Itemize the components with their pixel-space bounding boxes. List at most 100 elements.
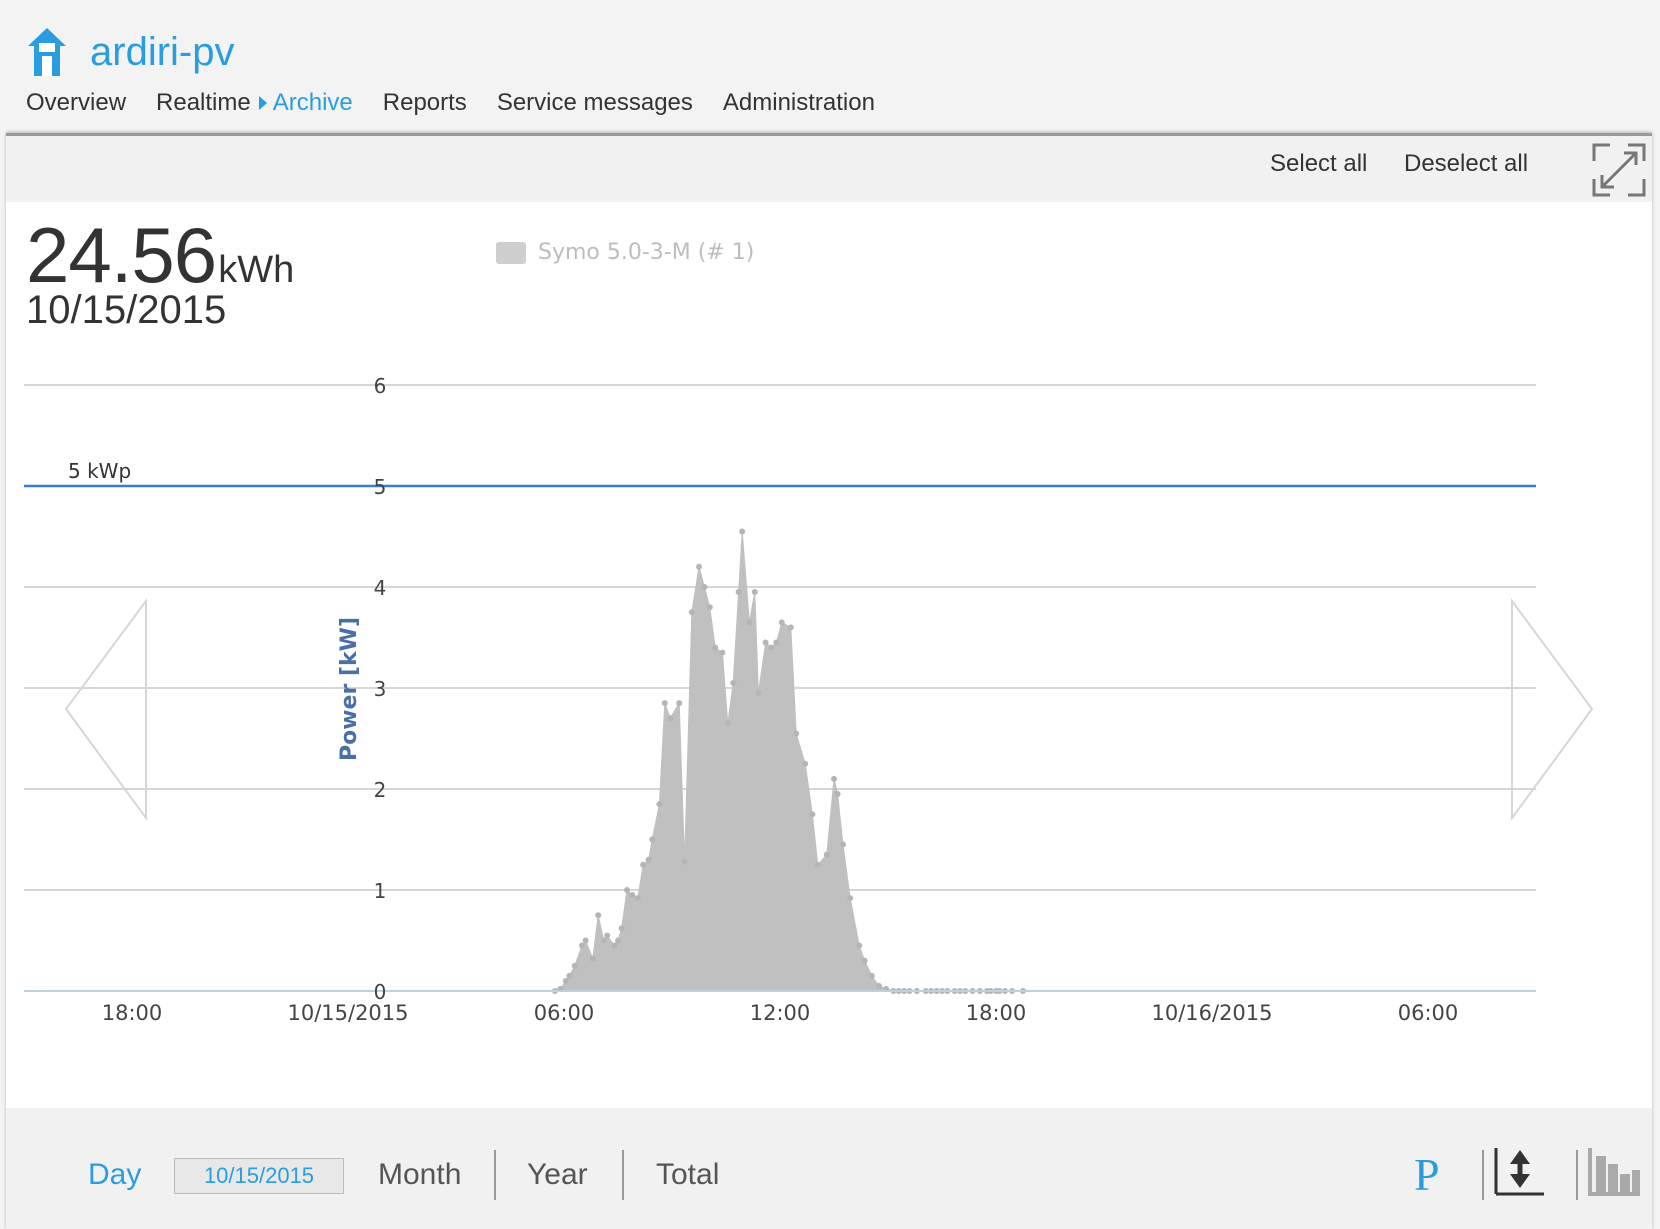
data-point[interactable] [661,700,668,707]
y-tick-label: 3 [374,677,387,701]
data-point[interactable] [751,589,758,596]
data-point[interactable] [615,937,621,944]
data-point[interactable] [724,720,731,727]
data-point[interactable] [814,861,821,868]
period-month[interactable]: Month [378,1158,462,1191]
data-point[interactable] [595,912,602,919]
data-point[interactable] [778,619,785,626]
data-point[interactable] [579,942,585,949]
bar-chart-icon[interactable] [1584,1144,1644,1200]
data-point[interactable] [746,619,753,626]
divider [494,1150,496,1200]
energy-value: 24.56 [26,211,217,299]
x-tick-label: 18:00 [102,1001,163,1025]
x-tick-label: 06:00 [534,1001,595,1025]
data-point[interactable] [856,942,863,949]
data-point[interactable] [562,977,569,984]
data-point[interactable] [649,836,656,843]
chart-panel: Select all Deselect all 24.56kWh 10/15/2… [6,133,1652,1229]
chart-toolbar: Select all Deselect all [6,136,1652,202]
data-point[interactable] [793,730,800,737]
data-point[interactable] [696,563,702,570]
data-point[interactable] [735,589,742,596]
data-point[interactable] [566,972,573,979]
data-point[interactable] [712,644,719,651]
divider [1482,1150,1484,1200]
data-point[interactable] [868,972,875,979]
data-point[interactable] [629,892,636,899]
data-point[interactable] [656,801,663,808]
divider [1576,1150,1578,1200]
nav-administration[interactable]: Administration [722,89,875,116]
data-point[interactable] [604,932,611,939]
data-point[interactable] [831,775,837,782]
data-point[interactable] [876,982,882,989]
series-area [554,531,1023,992]
x-tick-label: 18:00 [966,1001,1027,1025]
next-arrow-icon[interactable] [1511,597,1594,822]
period-total[interactable]: Total [656,1158,720,1191]
select-all-button[interactable]: Select all [1270,150,1368,177]
data-point[interactable] [624,887,630,893]
data-point[interactable] [645,856,652,863]
data-point[interactable] [611,942,618,949]
data-point[interactable] [640,861,647,868]
period-year[interactable]: Year [527,1158,588,1191]
power-view-button[interactable]: P [1414,1149,1440,1200]
data-point[interactable] [840,841,846,848]
data-point[interactable] [762,639,769,646]
data-point[interactable] [706,604,713,611]
data-point[interactable] [676,700,683,707]
data-point[interactable] [634,895,641,902]
deselect-all-button[interactable]: Deselect all [1404,150,1529,177]
data-point[interactable] [847,895,854,902]
nav-overview[interactable]: Overview [26,89,127,116]
kwp-label: 5 kWp [68,459,131,483]
y-tick-label: 0 [374,980,387,1004]
expand-icon[interactable] [1592,143,1646,197]
nav-realtime[interactable]: Realtime [156,89,251,116]
nav-service-messages[interactable]: Service messages [496,89,693,116]
data-point[interactable] [681,858,688,865]
data-point[interactable] [834,791,841,798]
y-tick-label: 2 [374,778,387,802]
site-title[interactable]: ardiri-pv [90,30,235,74]
data-point[interactable] [730,679,737,686]
x-tick-label: 10/16/2015 [1151,1001,1272,1025]
brand: ardiri-pv [26,26,234,78]
data-point[interactable] [809,811,816,818]
data-point[interactable] [688,609,695,616]
data-point[interactable] [861,957,868,964]
date-picker[interactable]: 10/15/2015 [174,1158,344,1194]
data-point[interactable] [701,584,708,590]
data-point[interactable] [739,528,746,535]
data-point[interactable] [787,624,794,631]
nav-archive[interactable]: Archive [272,89,353,116]
divider [622,1150,624,1200]
selected-date: 10/15/2015 [26,288,227,332]
data-point[interactable] [802,760,809,767]
data-point[interactable] [571,962,578,969]
vertical-scale-icon[interactable] [1492,1144,1548,1200]
nav-realtime-archive: Realtime Archive [156,86,353,120]
data-point[interactable] [600,937,607,944]
data-point[interactable] [823,851,830,858]
data-point[interactable] [755,690,762,697]
data-point[interactable] [667,715,674,722]
main-nav: Overview Realtime Archive Reports Servic… [26,86,905,120]
caret-right-icon [258,96,267,110]
data-point[interactable] [589,955,596,962]
legend-item[interactable]: Symo 5.0-3-M (# 1) [496,240,754,265]
data-point[interactable] [582,937,589,944]
prev-arrow-icon[interactable] [64,597,147,822]
y-tick-label: 4 [374,576,387,600]
y-tick-label: 5 [374,475,387,499]
period-day[interactable]: Day [88,1158,142,1191]
house-icon[interactable] [26,26,68,78]
data-point[interactable] [768,644,774,651]
data-point[interactable] [618,925,625,932]
data-point[interactable] [719,649,726,656]
period-bar: Day 10/15/2015 Month Year Total P [6,1108,1652,1229]
nav-reports[interactable]: Reports [382,89,467,116]
data-point[interactable] [773,639,780,646]
